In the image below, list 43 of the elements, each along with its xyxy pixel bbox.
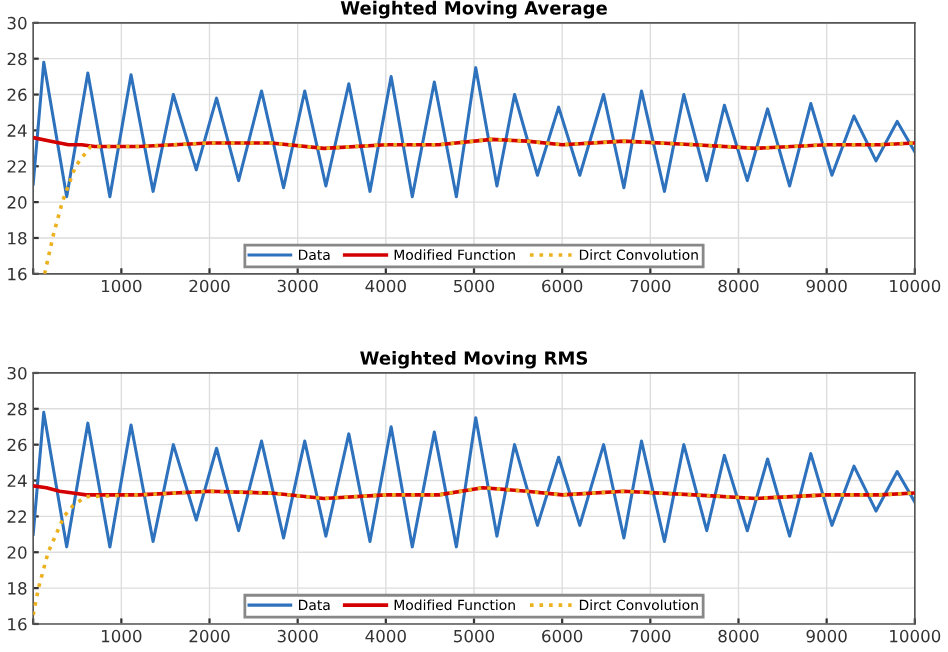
x-tick-label: 5000 <box>454 279 495 293</box>
chart-title: Weighted Moving RMS <box>360 350 588 369</box>
y-tick-label: 26 <box>7 438 27 452</box>
x-tick-label: 3000 <box>277 629 318 643</box>
x-tick-label: 1000 <box>101 629 142 643</box>
y-tick-label: 24 <box>7 474 27 487</box>
x-tick-label: 9000 <box>806 279 847 293</box>
y-tick-label: 28 <box>7 402 27 416</box>
y-tick-label: 18 <box>8 582 27 595</box>
line-series <box>42 137 915 274</box>
y-tick-label: 20 <box>7 546 27 559</box>
y-tick-label: 22 <box>7 510 26 523</box>
line-series <box>33 410 915 549</box>
x-tick-label: 10000 <box>890 279 941 293</box>
x-tick-label: 2000 <box>189 279 230 293</box>
x-tick-label: 5000 <box>454 629 495 643</box>
y-tick-label: 28 <box>7 52 27 66</box>
x-tick-label: 10000 <box>890 629 941 643</box>
y-tick-label: 30 <box>7 16 27 30</box>
x-tick-label: 9000 <box>806 629 847 643</box>
chart-title: Weighted Moving Average <box>340 0 607 19</box>
y-tick-label: 18 <box>8 231 27 245</box>
line-series <box>33 485 915 617</box>
x-tick-label: 4000 <box>365 279 406 293</box>
line-series <box>33 484 915 501</box>
x-tick-label: 3000 <box>277 279 318 293</box>
x-tick-label: 8000 <box>718 279 759 293</box>
x-tick-label: 7000 <box>630 279 671 293</box>
y-tick-label: 26 <box>7 88 27 102</box>
y-tick-label: 30 <box>7 366 27 380</box>
y-tick-label: 24 <box>7 124 27 137</box>
x-tick-label: 7000 <box>630 629 671 643</box>
x-tick-label: 8000 <box>718 629 759 643</box>
line-series <box>33 60 915 199</box>
y-tick-label: 16 <box>8 617 27 631</box>
y-tick-label: 20 <box>7 196 27 209</box>
y-tick-label: 22 <box>7 160 26 173</box>
x-tick-label: 6000 <box>542 629 583 643</box>
x-tick-label: 1000 <box>101 279 142 293</box>
y-tick-label: 16 <box>8 267 27 281</box>
x-tick-label: 6000 <box>542 279 583 293</box>
x-tick-label: 2000 <box>189 629 230 643</box>
x-tick-label: 4000 <box>365 629 406 643</box>
